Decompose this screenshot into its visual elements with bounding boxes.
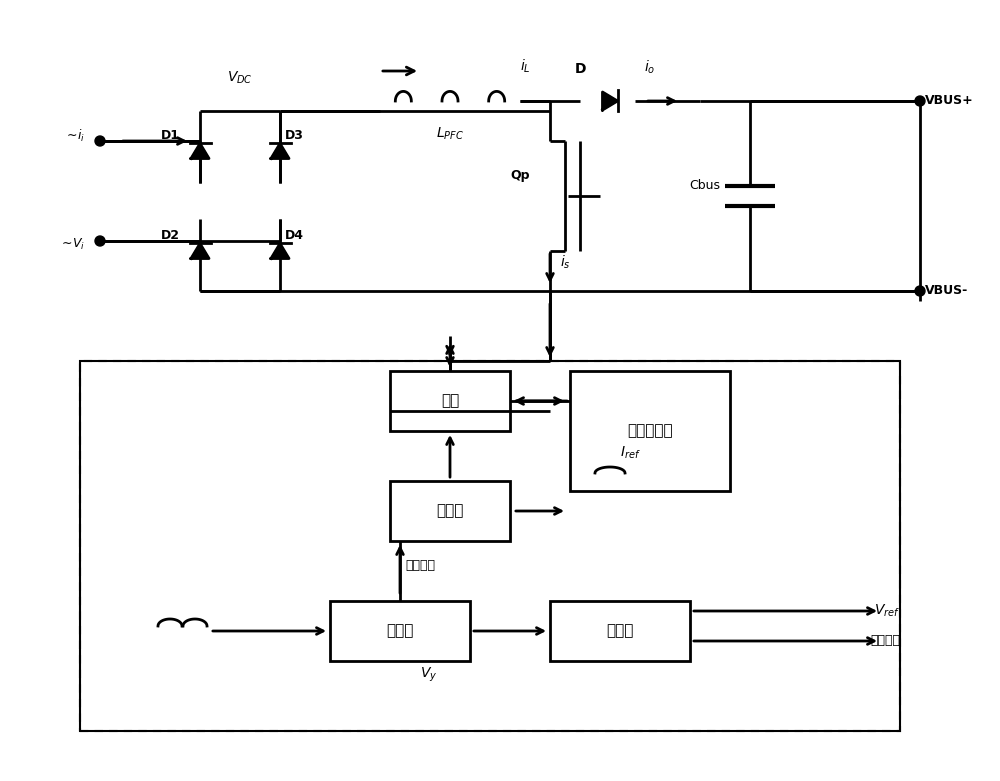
Text: Qp: Qp bbox=[511, 169, 530, 183]
Text: $\sim\!V_i$: $\sim\!V_i$ bbox=[59, 237, 85, 251]
Text: D4: D4 bbox=[285, 230, 304, 242]
Bar bbox=[80, 361, 900, 731]
Polygon shape bbox=[191, 144, 209, 159]
Circle shape bbox=[95, 136, 105, 146]
Text: 电压环: 电压环 bbox=[606, 623, 634, 639]
Text: $\sim\!i_i$: $\sim\!i_i$ bbox=[64, 128, 85, 144]
Bar bbox=[390, 371, 510, 431]
Text: $i_s$: $i_s$ bbox=[560, 254, 571, 271]
Polygon shape bbox=[271, 244, 289, 259]
Text: $V_y$: $V_y$ bbox=[420, 666, 437, 684]
Text: 驱动: 驱动 bbox=[441, 394, 459, 408]
Text: D3: D3 bbox=[285, 130, 304, 142]
Text: VBUS+: VBUS+ bbox=[925, 95, 974, 108]
Bar bbox=[330, 601, 470, 661]
Text: $V_{DC}$: $V_{DC}$ bbox=[227, 70, 253, 86]
Text: VBUS-: VBUS- bbox=[925, 284, 968, 298]
Text: $I_{ref}$: $I_{ref}$ bbox=[620, 444, 640, 461]
Polygon shape bbox=[191, 244, 209, 259]
Text: 参考电流: 参考电流 bbox=[405, 559, 435, 572]
Polygon shape bbox=[271, 144, 289, 159]
Bar bbox=[550, 601, 690, 661]
Text: D2: D2 bbox=[161, 230, 180, 242]
Circle shape bbox=[915, 286, 925, 296]
Bar bbox=[390, 481, 510, 541]
Text: 电流环: 电流环 bbox=[436, 504, 464, 519]
Text: 参考电压: 参考电压 bbox=[870, 634, 900, 647]
Text: $L_{PFC}$: $L_{PFC}$ bbox=[436, 126, 464, 142]
Circle shape bbox=[915, 96, 925, 106]
Circle shape bbox=[95, 236, 105, 246]
Text: Cbus: Cbus bbox=[689, 180, 720, 192]
Text: 占空比前馈: 占空比前馈 bbox=[627, 423, 673, 438]
Polygon shape bbox=[602, 92, 618, 110]
Bar bbox=[80, 361, 900, 731]
Text: $i_L$: $i_L$ bbox=[520, 57, 531, 75]
Text: $V_{ref}$: $V_{ref}$ bbox=[874, 603, 900, 619]
Text: 乘法器: 乘法器 bbox=[386, 623, 414, 639]
Text: D1: D1 bbox=[161, 130, 180, 142]
Text: $i_o$: $i_o$ bbox=[644, 59, 656, 76]
Bar bbox=[570, 371, 730, 491]
Text: D: D bbox=[574, 62, 586, 76]
